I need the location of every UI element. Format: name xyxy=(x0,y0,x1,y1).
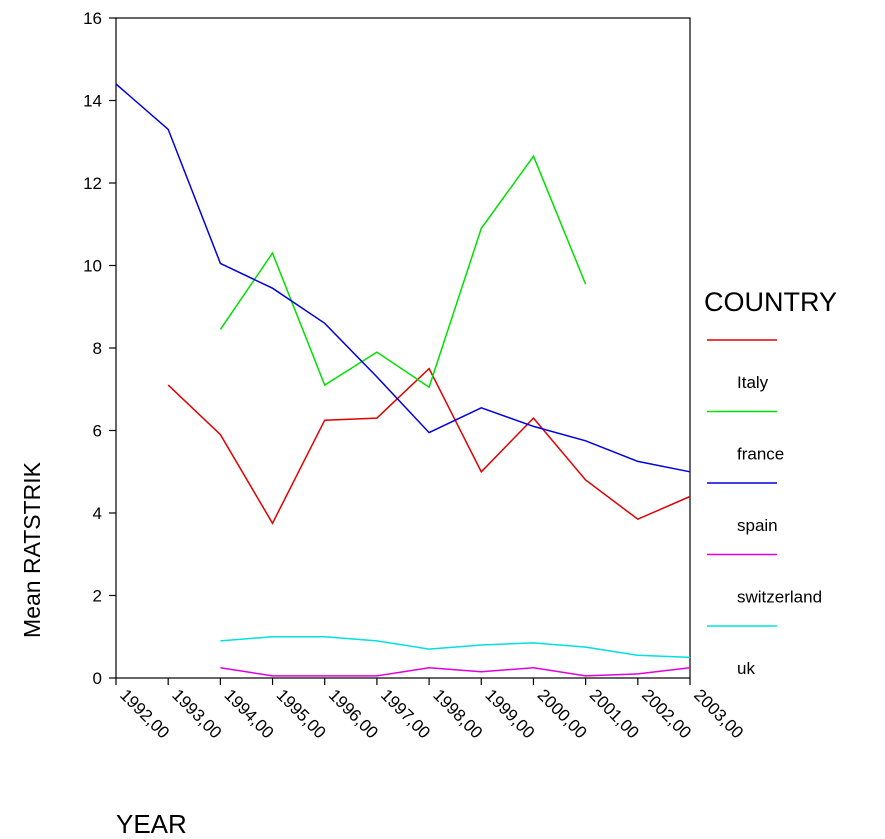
y-tick-label: 12 xyxy=(83,174,102,193)
axes-group: 0 2 4 6 8 10 12 14 16 1992,001993,001994,001995,0… xyxy=(83,9,747,742)
legend-label-uk: uk xyxy=(737,659,755,678)
x-axis-label: YEAR xyxy=(116,809,187,839)
legend-label-switzerland: switzerland xyxy=(737,588,822,607)
x-tick-label: 1997,00 xyxy=(377,685,434,742)
y-tick-label: 14 xyxy=(83,92,102,111)
y-tick-label: 8 xyxy=(93,339,102,358)
y-tick-label: 16 xyxy=(83,9,102,28)
legend: COUNTRY Italy france spain switzerland uk xyxy=(704,287,837,678)
y-tick-label: 4 xyxy=(93,504,102,523)
x-tick-label: 2003,00 xyxy=(690,685,747,742)
x-tick-label: 1998,00 xyxy=(429,685,486,742)
y-tick-label: 10 xyxy=(83,257,102,276)
x-tick-label: 1993,00 xyxy=(168,685,225,742)
y-tick-label: 0 xyxy=(93,669,102,688)
x-tick-label: 1995,00 xyxy=(273,685,330,742)
y-tick-label: 2 xyxy=(93,587,102,606)
x-tick-label: 2002,00 xyxy=(638,685,695,742)
series-line-uk xyxy=(220,636,691,659)
x-tick-label: 1992,00 xyxy=(116,685,173,742)
legend-label-spain: spain xyxy=(737,516,778,535)
x-tick-label: 1999,00 xyxy=(481,685,538,742)
series-line-switzerland xyxy=(220,666,691,677)
legend-title: COUNTRY xyxy=(704,287,837,317)
legend-label-france: france xyxy=(737,445,784,464)
x-tick-label: 2001,00 xyxy=(586,685,643,742)
series-line-france xyxy=(219,154,587,389)
series-line-spain xyxy=(115,83,691,473)
x-tick-label: 1994,00 xyxy=(221,685,278,742)
x-tick-label: 1996,00 xyxy=(325,685,382,742)
legend-label-italy: Italy xyxy=(737,373,769,392)
series-group xyxy=(115,83,691,677)
series-line-italy xyxy=(167,367,691,525)
y-axis-label: Mean RATSTRIK xyxy=(19,461,45,638)
y-tick-label: 6 xyxy=(93,422,102,441)
x-tick-label: 2000,00 xyxy=(534,685,591,742)
plot-frame xyxy=(115,17,691,679)
